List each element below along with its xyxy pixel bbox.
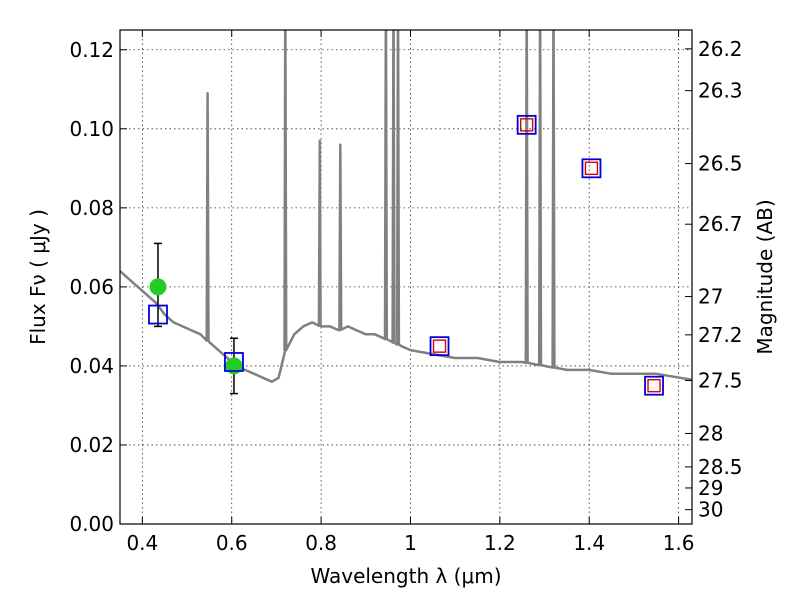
right-tick-label: 28.5 xyxy=(698,455,743,479)
x-tick-label: 1.4 xyxy=(573,531,605,555)
observed-flux-point xyxy=(149,278,167,296)
y-tick-label: 0.10 xyxy=(69,117,114,141)
right-tick-label: 26.2 xyxy=(698,37,743,61)
x-tick-label: 1 xyxy=(404,531,417,555)
model-flux-square xyxy=(516,114,537,135)
right-tick-label: 28 xyxy=(698,421,723,445)
y-tick-label: 0.12 xyxy=(69,38,114,62)
x-tick-label: 0.6 xyxy=(216,531,248,555)
plot-frame xyxy=(119,29,693,525)
right-tick-label: 29 xyxy=(698,476,723,500)
right-tick-label: 27.5 xyxy=(698,369,743,393)
model-flux-square xyxy=(581,158,602,179)
model-flux-square xyxy=(644,375,664,396)
x-axis-label: Wavelength λ (μm) xyxy=(310,564,501,588)
model-flux-inner-square xyxy=(647,378,661,393)
model-flux-square xyxy=(429,336,450,357)
right-tick-label: 27 xyxy=(698,285,723,309)
model-flux-inner-square xyxy=(584,161,599,176)
model-flux-square xyxy=(148,304,168,325)
x-tick-label: 0.4 xyxy=(126,531,158,555)
markers xyxy=(148,114,664,396)
observed-flux-point xyxy=(225,357,243,375)
x-tick-label: 1.6 xyxy=(663,531,695,555)
plot-area xyxy=(120,30,692,396)
right-tick-label: 27.2 xyxy=(698,323,743,347)
y-tick-label: 0.02 xyxy=(69,433,114,457)
spectrum-path xyxy=(120,30,692,383)
model-flux-inner-square xyxy=(432,339,447,353)
y-axis-label: Flux Fν ( μJy ) xyxy=(26,209,50,345)
model-flux-inner-square xyxy=(519,118,534,132)
right-tick-label: 26.7 xyxy=(698,212,743,236)
y-axis-ticks: 0.00 0.02 0.04 0.06 0.08 0.10 0.12 xyxy=(69,38,127,536)
right-tick-label: 26.5 xyxy=(698,152,743,176)
x-axis-ticks: 0.4 0.6 0.8 1 1.2 1.4 1.6 xyxy=(126,30,695,555)
grid xyxy=(120,30,692,524)
right-tick-label: 26.3 xyxy=(698,79,743,103)
x-tick-label: 1.2 xyxy=(484,531,516,555)
y-tick-label: 0.06 xyxy=(69,275,114,299)
right-tick-label: 30 xyxy=(698,498,723,522)
y-tick-label: 0.00 xyxy=(69,512,114,536)
x-tick-label: 0.8 xyxy=(305,531,337,555)
right-axis-label: Magnitude (AB) xyxy=(753,199,777,354)
y-tick-label: 0.04 xyxy=(69,354,114,378)
model-flux-square xyxy=(224,352,244,372)
y-tick-label: 0.08 xyxy=(69,196,114,220)
spectrum-line xyxy=(120,30,692,383)
